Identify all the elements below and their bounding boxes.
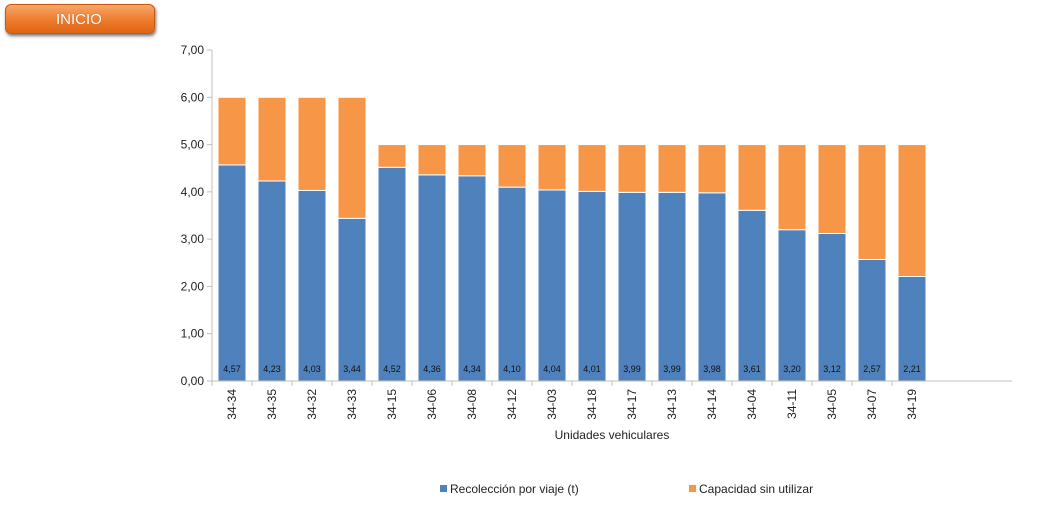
bar-capacidad — [337, 96, 367, 219]
bars — [217, 96, 927, 382]
data-label: 3,20 — [783, 364, 801, 374]
bar-recoleccion — [737, 209, 767, 382]
bar-recoleccion — [377, 166, 407, 382]
x-tick-label: 34-05 — [825, 389, 839, 420]
data-label: 3,99 — [663, 364, 681, 374]
data-label: 4,10 — [503, 364, 521, 374]
bar-recoleccion — [777, 229, 807, 382]
bar-capacidad — [897, 144, 927, 277]
x-tick-label: 34-34 — [225, 389, 239, 420]
x-tick-label: 34-03 — [545, 389, 559, 420]
data-label: 3,99 — [623, 364, 641, 374]
x-tick-label: 34-19 — [905, 389, 919, 420]
bar-capacidad — [457, 144, 487, 177]
x-tick-label: 34-07 — [865, 389, 879, 420]
x-tick-label: 34-33 — [345, 389, 359, 420]
x-tick-label: 34-32 — [305, 389, 319, 420]
bar-capacidad — [217, 96, 247, 166]
data-label: 4,52 — [383, 364, 401, 374]
bar-recoleccion — [457, 175, 487, 382]
bar-recoleccion — [337, 217, 367, 382]
bar-recoleccion — [617, 191, 647, 382]
x-tick-label: 34-15 — [385, 389, 399, 420]
data-label: 4,23 — [263, 364, 281, 374]
bar-recoleccion — [657, 191, 687, 382]
bar-capacidad — [377, 144, 407, 168]
data-label: 2,57 — [863, 364, 881, 374]
data-label: 4,04 — [543, 364, 561, 374]
data-label: 3,98 — [703, 364, 721, 374]
bar-recoleccion — [297, 189, 327, 382]
x-tick-label: 34-06 — [425, 389, 439, 420]
inicio-button[interactable]: INICIO — [5, 4, 155, 34]
data-label: 3,61 — [743, 364, 761, 374]
legend-swatch — [689, 485, 696, 492]
x-axis-ticks: 34-34 34-35 34-32 34-33 34-15 34-06 34-08 34-12… — [211, 381, 919, 420]
x-tick-label: 34-18 — [585, 389, 599, 420]
x-tick-label: 34-11 — [785, 389, 799, 419]
y-tick-label: 4,00 — [181, 185, 205, 199]
data-label: 3,44 — [343, 364, 361, 374]
data-label: 4,36 — [423, 364, 441, 374]
x-tick-label: 34-14 — [705, 389, 719, 420]
data-label: 4,34 — [463, 364, 481, 374]
x-tick-label: 34-35 — [265, 389, 279, 420]
data-label: 4,01 — [583, 364, 601, 374]
bar-recoleccion — [817, 232, 847, 382]
y-tick-label: 5,00 — [181, 138, 205, 152]
bar-capacidad — [497, 144, 527, 188]
y-tick-label: 1,00 — [181, 327, 205, 341]
legend: Recolección por viaje (t) Capacidad sin u… — [440, 482, 813, 496]
bar-capacidad — [857, 144, 887, 260]
data-label: 3,12 — [823, 364, 841, 374]
legend-swatch — [440, 485, 447, 492]
bar-capacidad — [417, 144, 447, 176]
data-label: 4,03 — [303, 364, 321, 374]
y-tick-label: 2,00 — [181, 279, 205, 293]
data-labels: 4,57 4,23 4,03 3,44 4,52 4,36 4,34 4,10 4,04 4,01… — [223, 364, 921, 374]
bar-recoleccion — [697, 192, 727, 382]
bar-recoleccion — [257, 180, 287, 382]
y-tick-label: 0,00 — [181, 374, 205, 388]
y-axis-ticks: 0,00 1,00 2,00 3,00 4,00 5,00 6,00 7,00 — [181, 43, 212, 388]
legend-label: Recolección por viaje (t) — [450, 482, 579, 496]
y-tick-label: 3,00 — [181, 232, 205, 246]
x-tick-label: 34-12 — [505, 389, 519, 420]
data-label: 2,21 — [903, 364, 921, 374]
bar-capacidad — [737, 144, 767, 211]
bar-capacidad — [577, 144, 607, 192]
bar-capacidad — [817, 144, 847, 234]
bar-capacidad — [617, 144, 647, 193]
bar-recoleccion — [857, 258, 887, 382]
bar-capacidad — [657, 144, 687, 193]
x-tick-label: 34-08 — [465, 389, 479, 420]
y-tick-label: 6,00 — [181, 90, 205, 104]
bar-recoleccion — [497, 186, 527, 382]
bar-capacidad — [537, 144, 567, 191]
legend-label: Capacidad sin utilizar — [699, 482, 813, 496]
x-tick-label: 34-13 — [665, 389, 679, 420]
bar-capacidad — [297, 96, 327, 191]
bar-capacidad — [777, 144, 807, 231]
x-tick-label: 34-17 — [625, 389, 639, 420]
bar-recoleccion — [537, 189, 567, 382]
x-tick-label: 34-04 — [745, 389, 759, 420]
bar-recoleccion — [217, 164, 247, 382]
data-label: 4,57 — [223, 364, 241, 374]
bar-recoleccion — [577, 190, 607, 382]
y-tick-label: 7,00 — [181, 43, 205, 57]
bar-capacidad — [697, 144, 727, 194]
bar-capacidad — [257, 96, 287, 182]
x-axis-title: Unidades vehiculares — [555, 428, 670, 442]
bar-recoleccion — [417, 174, 447, 382]
